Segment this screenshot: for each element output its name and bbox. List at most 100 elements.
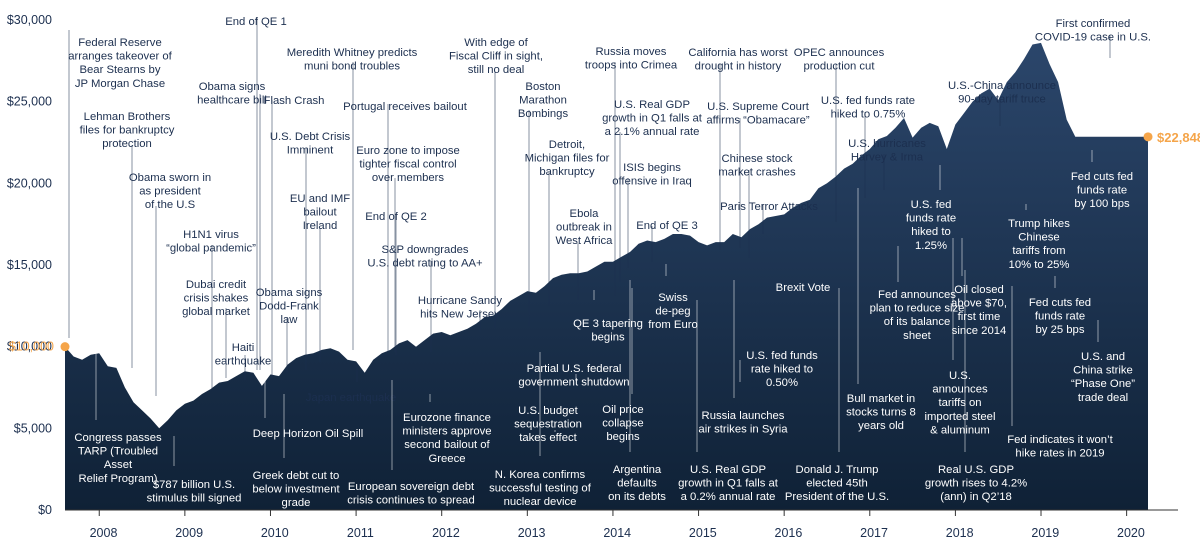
annotation-line: Harvey & Irma (851, 152, 924, 164)
annotation-line: COVID-19 case in U.S. (1035, 32, 1151, 44)
annotation-line: funds rate (906, 213, 956, 225)
annotation-line: a 2.1% annual rate (605, 126, 700, 138)
annotation-line: bailout (303, 207, 337, 219)
y-tick-label: $10,000 (7, 340, 52, 354)
annotation-line: 1.25% (915, 240, 947, 252)
annotation-line: Federal Reserve (78, 37, 162, 49)
annotation-line: Ireland (303, 220, 338, 232)
annotation-line: First confirmed (1056, 18, 1131, 30)
annotation-line: global market (182, 306, 251, 318)
annotation-line: Trump hikes (1008, 218, 1070, 230)
annotation-line: Fed cuts fed (1029, 297, 1091, 309)
annotation-line: Brexit Vote (776, 282, 831, 294)
annotation-line: European sovereign debt (348, 481, 475, 493)
annotation-line: as president (139, 186, 201, 198)
annotation-line: Euro zone to impose (356, 145, 460, 157)
annotation-line: of its balance (884, 316, 951, 328)
annotation-label: Fed cuts fed funds rate by 100 bps (1071, 171, 1133, 210)
x-tick-label: 2008 (90, 526, 118, 540)
annotation-line: Hurricane Sandy (418, 295, 502, 307)
annotation-label: European sovereign debt crisis continues … (347, 481, 475, 507)
annotation-line: growth in Q1 falls at (602, 113, 703, 125)
annotation-label: U.S. and China strike “Phase One” trade dea… (1071, 351, 1135, 404)
annotation-line: Chinese stock (722, 153, 793, 165)
start-dot (60, 342, 70, 352)
annotation-label: Federal Reserve arranges takeover of Bear … (68, 37, 172, 90)
x-tick-label: 2016 (775, 526, 803, 540)
annotation-line: Fed indicates it won’t (1007, 434, 1113, 446)
annotation-line: since 2014 (952, 325, 1007, 337)
annotation-line: QE 3 tapering (573, 318, 643, 330)
annotation-label: Dubai credit crisis shakes global market (182, 279, 251, 318)
annotation-line: Dodd-Frank (259, 301, 319, 313)
annotation-line: President of the U.S. (785, 491, 889, 503)
annotation-line: hits New Jersey (420, 309, 500, 321)
annotation-line: H1N1 virus (183, 229, 239, 241)
annotation-line: U.S. Real GDP (614, 99, 690, 111)
annotation-line: Deep Horizon Oil Spill (253, 428, 364, 440)
annotation-line: offensive in Iraq (612, 176, 692, 188)
annotation-line: Detroit, (549, 139, 585, 151)
annotation-line: tariffs on (938, 397, 981, 409)
annotation-line: Paris Terror Attacks (720, 201, 818, 213)
annotation-label: Congress passes TARP (Troubled Asset Relief… (74, 432, 162, 485)
x-tick-label: 2015 (689, 526, 717, 540)
annotation-line: troops into Crimea (585, 60, 678, 72)
annotation-label: U.S.-China announce 90-day tariff truce (948, 80, 1056, 106)
annotation-label: U.S. hurricanes Harvey & Irma (848, 138, 926, 164)
annotation-line: 90-day tariff truce (958, 94, 1046, 106)
annotation-line: market crashes (718, 167, 796, 179)
annotation-label: Japan earthquake (306, 392, 396, 404)
annotation-line: protection (102, 138, 152, 150)
annotation-label: Obama sworn in as president of the U.S (129, 172, 211, 211)
annotation-line: U.S. fed funds (746, 350, 818, 362)
annotation-label: Portugal receives bailout (343, 101, 468, 113)
annotation-line: rate hiked to (751, 364, 813, 376)
annotation-line: below investment (252, 484, 340, 496)
annotation-line: Fiscal Cliff in sight, (449, 51, 543, 63)
annotation-label: Obama signs Dodd-Frank law (256, 287, 323, 326)
annotation-line: imported steel (925, 411, 996, 423)
x-tick-label: 2011 (347, 526, 374, 540)
annotation-label: California has worst drought in history (688, 47, 788, 73)
annotation-label: U.S. fed funds rate hiked to 0.50% (746, 350, 818, 389)
annotation-label: QE 3 tapering begins (573, 318, 643, 344)
annotation-line: tariffs from (1012, 245, 1065, 257)
annotation-label: U.S. fed funds rate hiked to 1.25% (906, 199, 956, 252)
annotation-line: U.S. hurricanes (848, 138, 926, 150)
annotation-line: tighter fiscal control (359, 159, 456, 171)
annotation-line: crisis continues to spread (347, 495, 474, 507)
annotation-line: air strikes in Syria (698, 424, 788, 436)
y-tick-label: $0 (38, 503, 52, 517)
annotation-label: Oil closed above $70, first time since 2014 (951, 284, 1007, 337)
annotation-label: Fed cuts fed funds rate by 25 bps (1029, 297, 1091, 336)
annotation-line: sheet (903, 330, 931, 342)
annotation-label: N. Korea confirms successful testing of nu… (489, 469, 592, 508)
annotation-line: growth rises to 4.2% (925, 478, 1027, 490)
annotation-line: Argentina (613, 464, 662, 476)
annotation-line: Lehman Brothers (84, 111, 171, 123)
annotation-label: Bull market in stocks turns 8 years old (846, 393, 916, 432)
annotation-label: Meredith Whitney predicts muni bond troub… (287, 47, 418, 73)
annotation-label: First confirmed COVID-19 case in U.S. (1035, 18, 1151, 44)
annotation-line: Russia moves (596, 46, 667, 58)
start-label: $10,000 (9, 340, 54, 354)
annotation-line: U.S. fed funds rate (821, 95, 915, 107)
annotation-line: bankruptcy (539, 166, 595, 178)
annotation-line: Bull market in (847, 393, 915, 405)
annotation-label: End of QE 2 (365, 211, 427, 223)
annotation-line: stimulus bill signed (147, 493, 242, 505)
annotation-label: Paris Terror Attacks (720, 201, 818, 213)
y-tick-label: $20,000 (7, 176, 52, 190)
annotation-label: $787 billion U.S. stimulus bill signed (147, 479, 242, 505)
annotation-line: EU and IMF (290, 193, 350, 205)
annotation-line: hike rates in 2019 (1015, 448, 1104, 460)
annotation-line: Real U.S. GDP (938, 464, 1014, 476)
annotation-label: End of QE 3 (636, 220, 698, 232)
annotation-line: Donald J. Trump (796, 464, 879, 476)
annotation-line: hiked to (911, 226, 951, 238)
annotation-line: With edge of (464, 37, 528, 49)
annotation-line: Greek debt cut to (253, 470, 340, 482)
annotation-label: Haiti earthquake (215, 342, 272, 368)
